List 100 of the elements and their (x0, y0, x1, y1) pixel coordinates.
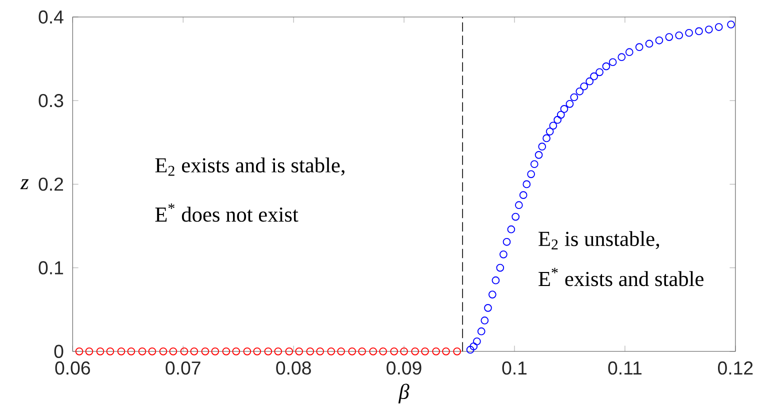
point (655, 36, 664, 44)
point (602, 62, 610, 70)
x-tick-label: 0.12 (718, 362, 753, 375)
point (530, 160, 538, 168)
point (484, 304, 492, 312)
x-tick-label: 0.11 (608, 362, 642, 375)
point (285, 348, 294, 356)
point (625, 48, 634, 56)
point (411, 348, 420, 356)
point (635, 43, 644, 52)
annotation: E$_{2}$ is unstable, (538, 231, 660, 250)
point (549, 122, 558, 130)
point (512, 213, 520, 221)
x-tick-label: 0.1 (502, 362, 527, 375)
point (534, 151, 543, 160)
x-tick-label: 0.07 (166, 362, 200, 375)
point (264, 348, 272, 356)
point (274, 348, 282, 356)
point (232, 348, 240, 356)
point (645, 40, 654, 48)
point (253, 348, 262, 356)
point (576, 88, 584, 96)
point (327, 348, 336, 356)
point (400, 348, 408, 356)
point (596, 68, 604, 76)
point (714, 23, 723, 32)
point (421, 348, 429, 356)
point (675, 32, 684, 40)
point (538, 142, 546, 151)
point (727, 20, 735, 29)
y-tick-label: 0.3 (38, 94, 64, 108)
point (546, 128, 554, 136)
point (85, 348, 94, 356)
point (608, 58, 617, 66)
annotation: E$^{*}$ does not exist (155, 204, 298, 222)
point (211, 348, 220, 356)
point (590, 72, 598, 80)
point (496, 264, 504, 272)
point (316, 348, 324, 356)
point (127, 348, 136, 356)
point (75, 348, 84, 356)
point (159, 348, 168, 356)
point (685, 29, 693, 37)
x-tick-label: 0.09 (386, 362, 422, 375)
point (488, 290, 496, 299)
point (138, 348, 146, 356)
point (586, 78, 594, 86)
point (432, 348, 440, 356)
point (477, 328, 486, 336)
x-tick-label: 0.08 (276, 362, 311, 375)
y-tick-label: 0 (54, 344, 64, 358)
point (106, 348, 114, 356)
point (358, 348, 366, 356)
point (560, 105, 568, 114)
y-tick-label: 0.2 (38, 178, 64, 191)
annotation: E$_{2}$ exists and is stable, (155, 158, 344, 176)
point (337, 348, 346, 356)
point (514, 201, 523, 210)
point (704, 26, 713, 34)
point (500, 250, 508, 259)
point (522, 180, 531, 188)
point (243, 348, 252, 356)
point (369, 348, 378, 356)
point (542, 134, 550, 142)
point (480, 316, 489, 325)
y-tick-label: 0.1 (38, 261, 64, 275)
point (117, 348, 126, 356)
point (519, 191, 528, 200)
point (470, 342, 478, 350)
point (570, 93, 578, 102)
point (580, 82, 588, 90)
point (169, 348, 178, 356)
point (390, 348, 398, 356)
point (466, 346, 474, 354)
point (148, 348, 156, 356)
point (618, 53, 626, 62)
x-axis-title: β (398, 384, 410, 404)
point (556, 111, 565, 119)
point (453, 348, 461, 356)
point (222, 348, 230, 356)
point (96, 348, 104, 356)
point (502, 238, 511, 246)
point (306, 348, 314, 356)
point (295, 348, 304, 356)
point (348, 348, 356, 356)
point (379, 348, 387, 356)
point (507, 226, 516, 234)
point (566, 100, 574, 108)
point (695, 27, 703, 36)
y-tick-label: 0.4 (38, 10, 64, 24)
point (201, 348, 210, 356)
point (554, 116, 562, 124)
annotation: E$^{*}$ exists and stable (538, 268, 704, 286)
x-tick-label: 0.06 (55, 362, 90, 375)
point (492, 276, 500, 284)
point (190, 348, 198, 356)
point (665, 33, 674, 42)
point (180, 348, 188, 356)
y-axis-title: z (20, 179, 29, 190)
point (473, 338, 481, 346)
